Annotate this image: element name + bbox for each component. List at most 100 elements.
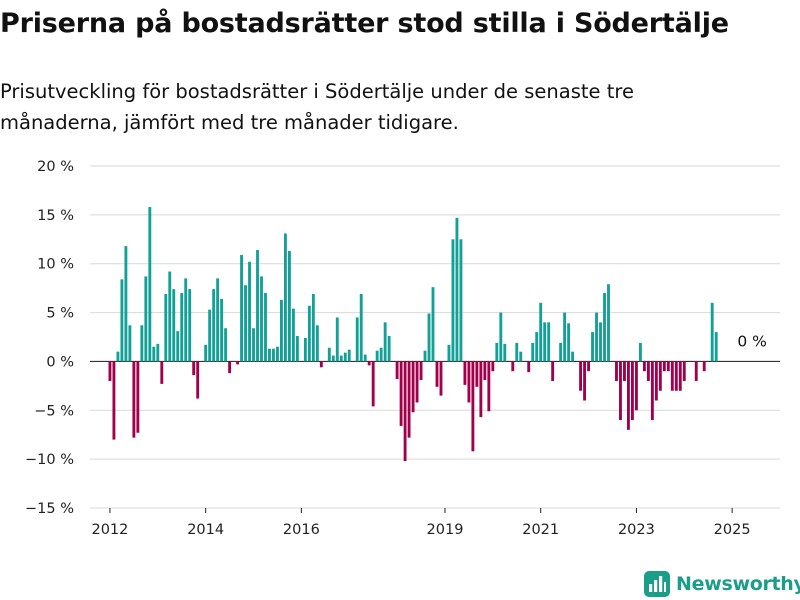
bar <box>495 342 499 362</box>
bar <box>152 346 156 362</box>
bars <box>108 207 718 462</box>
bar <box>128 325 132 362</box>
bar <box>260 276 263 362</box>
bar <box>216 278 220 362</box>
bar <box>559 342 563 362</box>
bar <box>591 332 594 362</box>
x-axis: 2012 2014 2016 2019 2021 2023 2025 <box>91 508 751 538</box>
x-tick-label: 2012 <box>91 522 128 538</box>
newsworthy-logo-icon <box>644 571 670 597</box>
bar <box>272 348 275 362</box>
bar <box>615 361 618 381</box>
y-tick-label: 15 % <box>37 208 74 224</box>
x-tick-label: 2023 <box>618 522 655 538</box>
bar <box>714 332 718 362</box>
bar <box>670 361 674 391</box>
bar <box>319 361 323 368</box>
bar <box>331 355 335 362</box>
bar <box>156 343 160 362</box>
bar <box>335 317 339 362</box>
bar <box>531 342 535 362</box>
bar <box>244 285 247 362</box>
bar <box>459 239 463 362</box>
bar <box>355 317 359 362</box>
bar <box>363 354 367 362</box>
bar <box>196 361 200 399</box>
bar <box>583 361 586 401</box>
bar <box>539 302 543 362</box>
bar <box>164 294 168 362</box>
bar <box>563 312 567 362</box>
bar <box>176 331 180 362</box>
bar <box>116 351 120 362</box>
bar <box>367 361 371 366</box>
bar <box>694 361 698 381</box>
bar <box>579 361 583 391</box>
bar <box>463 361 467 385</box>
bar <box>623 361 626 381</box>
bar <box>287 251 291 362</box>
bar <box>220 298 224 362</box>
bar <box>535 332 539 362</box>
bar <box>375 350 379 362</box>
chart-title: Priserna på bostadsrätter stod stilla i … <box>0 8 729 39</box>
bar <box>327 347 331 362</box>
bar <box>144 276 148 362</box>
bar <box>451 239 455 362</box>
bar <box>511 361 515 372</box>
bar <box>638 342 642 362</box>
bar <box>658 361 662 391</box>
bar <box>415 361 419 403</box>
x-tick-label: 2014 <box>187 522 224 538</box>
bar <box>303 337 307 362</box>
bar <box>666 361 670 372</box>
bar <box>567 323 571 362</box>
y-tick-label: 0 % <box>46 354 74 370</box>
bar <box>627 361 630 430</box>
latest-value-label: 0 % <box>737 332 767 350</box>
bar <box>499 312 503 362</box>
bar <box>120 279 124 362</box>
bar <box>603 293 606 362</box>
bar <box>607 284 610 362</box>
y-tick-label: 5 % <box>46 306 74 322</box>
bar <box>423 350 427 362</box>
bar <box>435 361 439 387</box>
grid-lines <box>90 165 780 509</box>
bar <box>276 346 279 362</box>
bar <box>359 294 363 362</box>
bar <box>148 207 152 362</box>
bar <box>471 361 475 452</box>
bar <box>682 361 686 381</box>
bar <box>256 250 259 362</box>
bar <box>112 361 116 440</box>
bar <box>399 361 403 426</box>
bar <box>395 361 399 380</box>
bar <box>184 278 188 362</box>
bar <box>212 289 216 362</box>
bar <box>124 246 128 362</box>
bar <box>595 312 598 362</box>
bar <box>479 361 483 418</box>
bar <box>280 299 283 362</box>
bar <box>419 361 423 380</box>
bar <box>599 322 602 362</box>
y-tick-label: −15 % <box>25 501 74 517</box>
bar <box>702 361 706 372</box>
bar <box>642 361 646 372</box>
bar <box>710 302 714 362</box>
bar <box>551 361 555 381</box>
bar <box>307 305 311 362</box>
bar <box>264 293 267 362</box>
bar <box>268 348 271 362</box>
bar <box>475 361 479 387</box>
bar <box>108 361 112 381</box>
bar <box>650 361 654 421</box>
bar <box>240 254 243 362</box>
bar <box>547 322 551 362</box>
bar <box>630 361 634 421</box>
bar <box>339 355 343 362</box>
bar <box>371 361 375 407</box>
bar <box>503 343 507 362</box>
bar <box>180 293 184 362</box>
